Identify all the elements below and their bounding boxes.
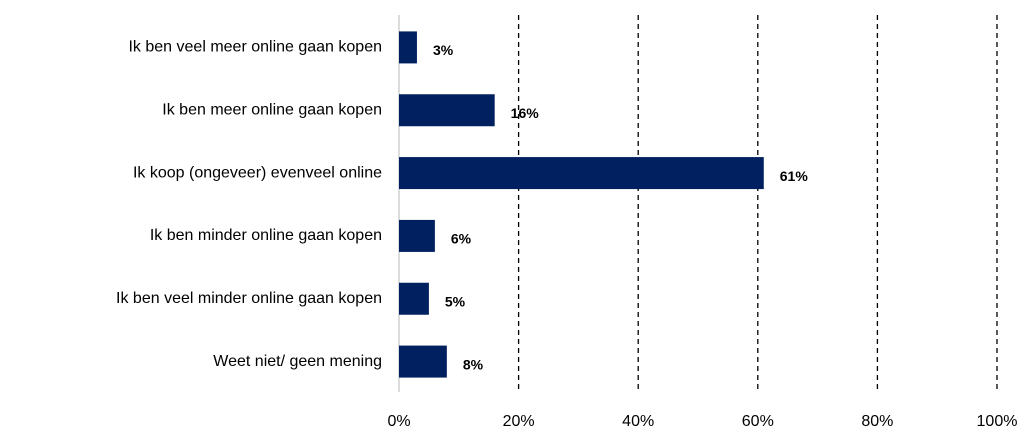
bar — [399, 94, 495, 127]
y-tick-label: Weet niet/ geen mening — [213, 353, 382, 370]
data-label: 61% — [780, 168, 809, 184]
data-label: 5% — [445, 293, 466, 309]
bar — [399, 219, 435, 252]
bar — [399, 157, 764, 190]
x-tick-label: 0% — [387, 413, 410, 430]
bar — [399, 345, 447, 378]
bar — [399, 282, 429, 315]
x-tick-label: 60% — [742, 413, 774, 430]
y-tick-label: Ik ben meer online gaan kopen — [162, 101, 382, 118]
data-label: 6% — [451, 231, 472, 247]
x-tick-label: 20% — [503, 413, 535, 430]
y-tick-label: Ik ben veel minder online gaan kopen — [116, 290, 382, 307]
data-label: 8% — [463, 356, 484, 372]
x-tick-label: 100% — [977, 413, 1018, 430]
bar — [399, 31, 417, 64]
y-tick-label: Ik ben veel meer online gaan kopen — [128, 39, 382, 56]
x-tick-label: 40% — [622, 413, 654, 430]
data-label: 3% — [433, 42, 454, 58]
y-tick-label: Ik ben minder online gaan kopen — [150, 227, 382, 244]
x-tick-label: 80% — [861, 413, 893, 430]
y-tick-label: Ik koop (ongeveer) evenveel online — [133, 164, 382, 181]
data-label: 16% — [511, 105, 540, 121]
